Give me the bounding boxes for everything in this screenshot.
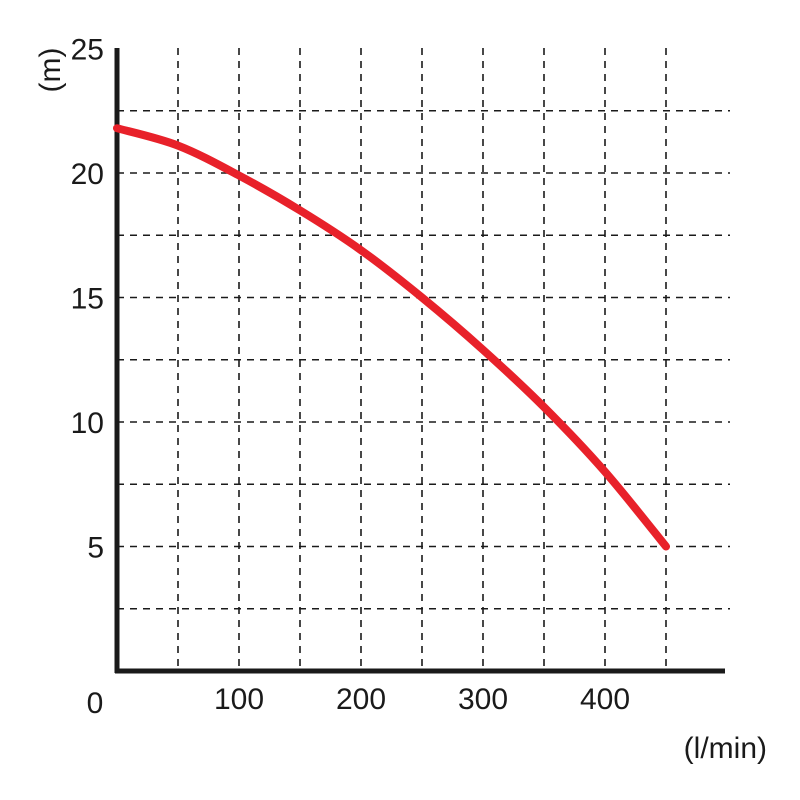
y-tick-label: 10 — [71, 407, 104, 440]
axes — [114, 48, 725, 674]
grid — [117, 48, 730, 671]
series — [113, 124, 670, 551]
performance-curve — [113, 124, 670, 551]
y-tick-label: 5 — [87, 532, 104, 565]
y-axis-title: (m) — [34, 48, 67, 93]
x-tick-label: 400 — [580, 683, 630, 716]
y-tick-label: 25 — [71, 34, 104, 67]
y-tick-label: 15 — [71, 283, 104, 316]
origin-label: 0 — [87, 687, 104, 720]
labels: (m) (l/min) 0 100 200 300 400 5 10 15 20 25 — [34, 34, 767, 766]
x-tick-label: 100 — [214, 683, 264, 716]
x-tick-label: 200 — [336, 683, 386, 716]
x-axis-title: (l/min) — [684, 732, 767, 765]
y-tick-label: 20 — [71, 158, 104, 191]
x-tick-label: 300 — [458, 683, 508, 716]
